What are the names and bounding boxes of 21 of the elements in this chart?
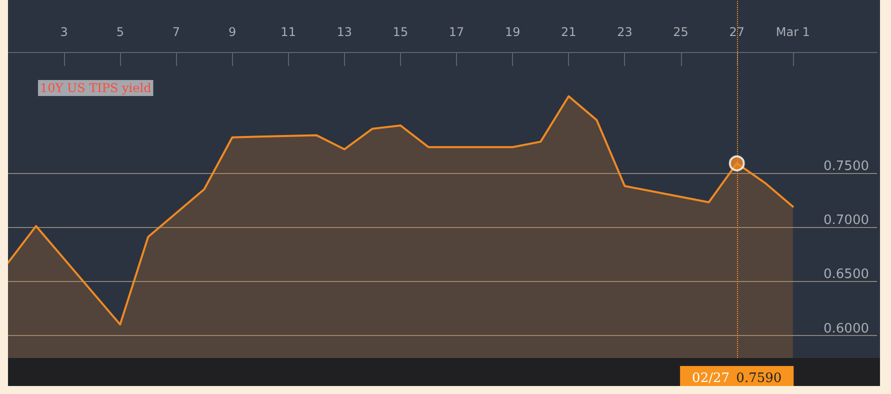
text: 10Y US TIPS yield <box>40 81 152 95</box>
x-tick-label: 7 <box>172 25 180 39</box>
x-tick-label: 11 <box>280 25 296 39</box>
x-tick-label: 25 <box>673 25 688 39</box>
y-tick-label: 0.6500 <box>824 267 869 282</box>
y-tick-label: 0.7000 <box>824 213 869 228</box>
y-tick-label: 0.6000 <box>824 321 869 336</box>
x-tick-label: 15 <box>392 25 408 39</box>
x-tick-label: 13 <box>336 25 352 39</box>
x-tick-label: 21 <box>561 25 576 39</box>
x-tick-label: 9 <box>228 25 236 39</box>
x-tick-label: 17 <box>448 25 464 39</box>
x-tick-label: 23 <box>617 25 632 39</box>
x-tick-label: 19 <box>504 25 520 39</box>
x-tick-label: 5 <box>116 25 124 39</box>
y-tick-label: 0.7500 <box>824 159 869 174</box>
text: 0.7590 <box>736 371 782 386</box>
x-tick-label: 27 <box>729 25 744 39</box>
x-tick-label: 3 <box>60 25 68 39</box>
x-tick-label: Mar 1 <box>776 25 810 39</box>
ref-line-label: 02/27 <box>692 371 730 386</box>
